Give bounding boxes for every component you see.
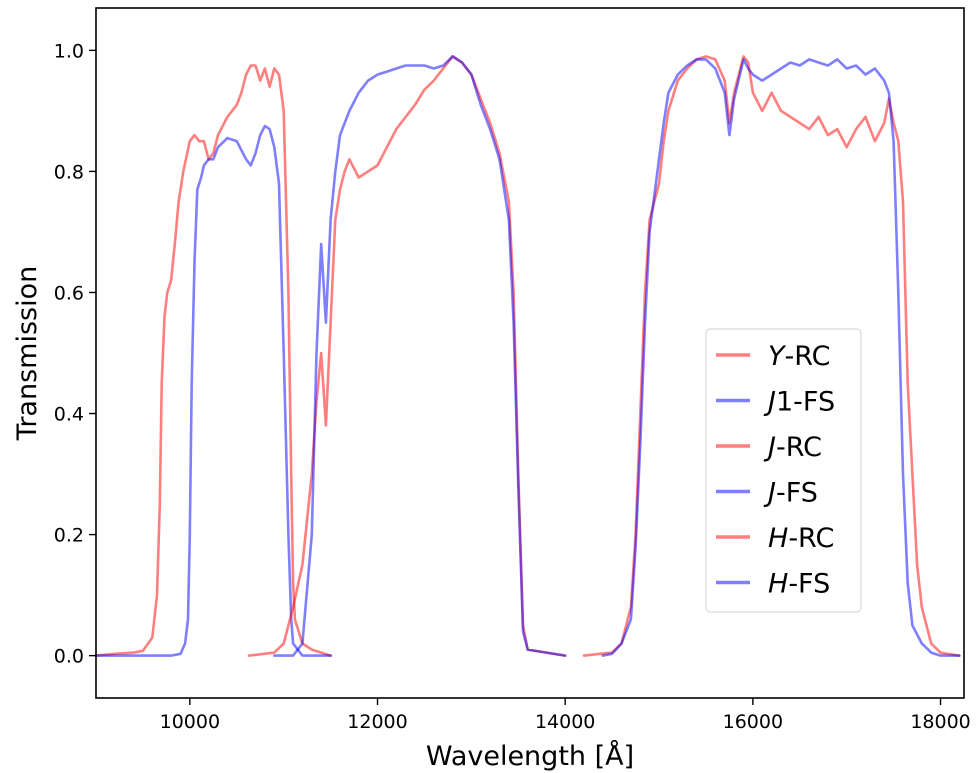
x-tick-label: 16000 xyxy=(723,711,783,733)
legend-entry-symbol: H xyxy=(768,523,788,554)
legend-entry-suffix: -RC xyxy=(785,341,831,372)
y-tick-label: 0.6 xyxy=(54,282,84,304)
legend-entry: J1-FS xyxy=(763,387,835,418)
y-tick-label: 0.4 xyxy=(54,404,84,426)
legend-entry: J-RC xyxy=(763,432,822,463)
x-tick-label: 10000 xyxy=(160,711,220,733)
series-layer xyxy=(94,55,961,657)
legend-entry-suffix: 1-FS xyxy=(776,387,835,418)
legend-entry: J-FS xyxy=(763,478,818,509)
series-line-j-fs xyxy=(273,55,567,657)
series-line-y-rc xyxy=(94,64,332,657)
x-tick-label: 14000 xyxy=(535,711,595,733)
y-tick-label: 0.0 xyxy=(54,646,84,668)
legend-entry-suffix: -RC xyxy=(788,523,834,554)
x-tick-label: 18000 xyxy=(910,711,970,733)
legend-entry: Y-RC xyxy=(768,341,831,372)
legend-entry-symbol: H xyxy=(768,569,788,600)
series-line-h-rc xyxy=(582,55,961,657)
y-tick-label: 1.0 xyxy=(54,40,84,62)
y-axis-label: Transmission xyxy=(12,266,43,441)
legend-entry-suffix: -FS xyxy=(788,569,830,600)
series-line-j1-fs xyxy=(94,124,332,657)
legend-entry: H-RC xyxy=(768,523,834,554)
x-tick-label: 12000 xyxy=(347,711,407,733)
series-line-h-fs xyxy=(601,58,961,657)
legend-entry: H-FS xyxy=(768,569,830,600)
plot-frame xyxy=(95,7,965,699)
series-line-j-rc xyxy=(247,55,567,657)
legend-entry-suffix: -FS xyxy=(776,478,818,509)
ticks-layer: 10000 12000 14000 16000 18000 0.0 0.2 0.4 0.6 0.8… xyxy=(54,40,971,733)
y-tick-label: 0.8 xyxy=(54,161,84,183)
x-axis-label: Wavelength [Å] xyxy=(426,740,634,772)
legend-entry-suffix: -RC xyxy=(776,432,822,463)
legend-entry-symbol: Y xyxy=(768,341,787,372)
y-tick-label: 0.2 xyxy=(54,525,84,547)
